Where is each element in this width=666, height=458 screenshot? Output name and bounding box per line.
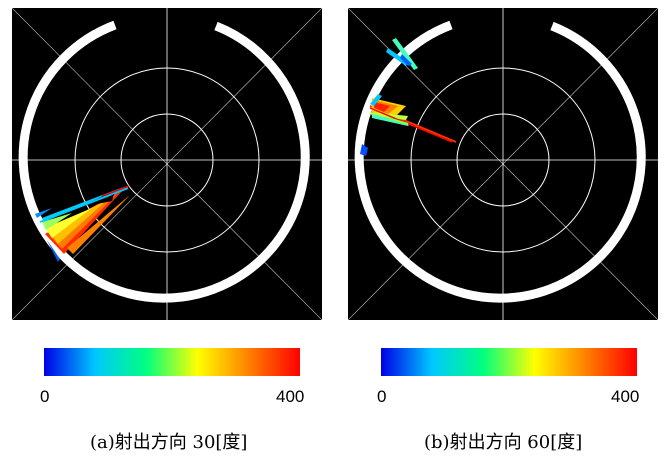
radar-panel-a [12,8,322,320]
radar-panel-b [348,8,658,320]
colorbar-min-label-b: 0 [377,387,386,407]
colorbar-max-label-b: 400 [611,387,639,407]
caption-a: (a)射出方向 30[度] [90,428,247,454]
colorbar-min-label-a: 0 [40,387,49,407]
colorbar-b [381,348,637,376]
colorbar-max-label-a: 400 [276,387,304,407]
radar-plot-a [12,8,322,320]
radar-plot-b [348,8,658,320]
colorbar-a [44,348,300,376]
caption-b: (b)射出方向 60[度] [424,428,582,454]
